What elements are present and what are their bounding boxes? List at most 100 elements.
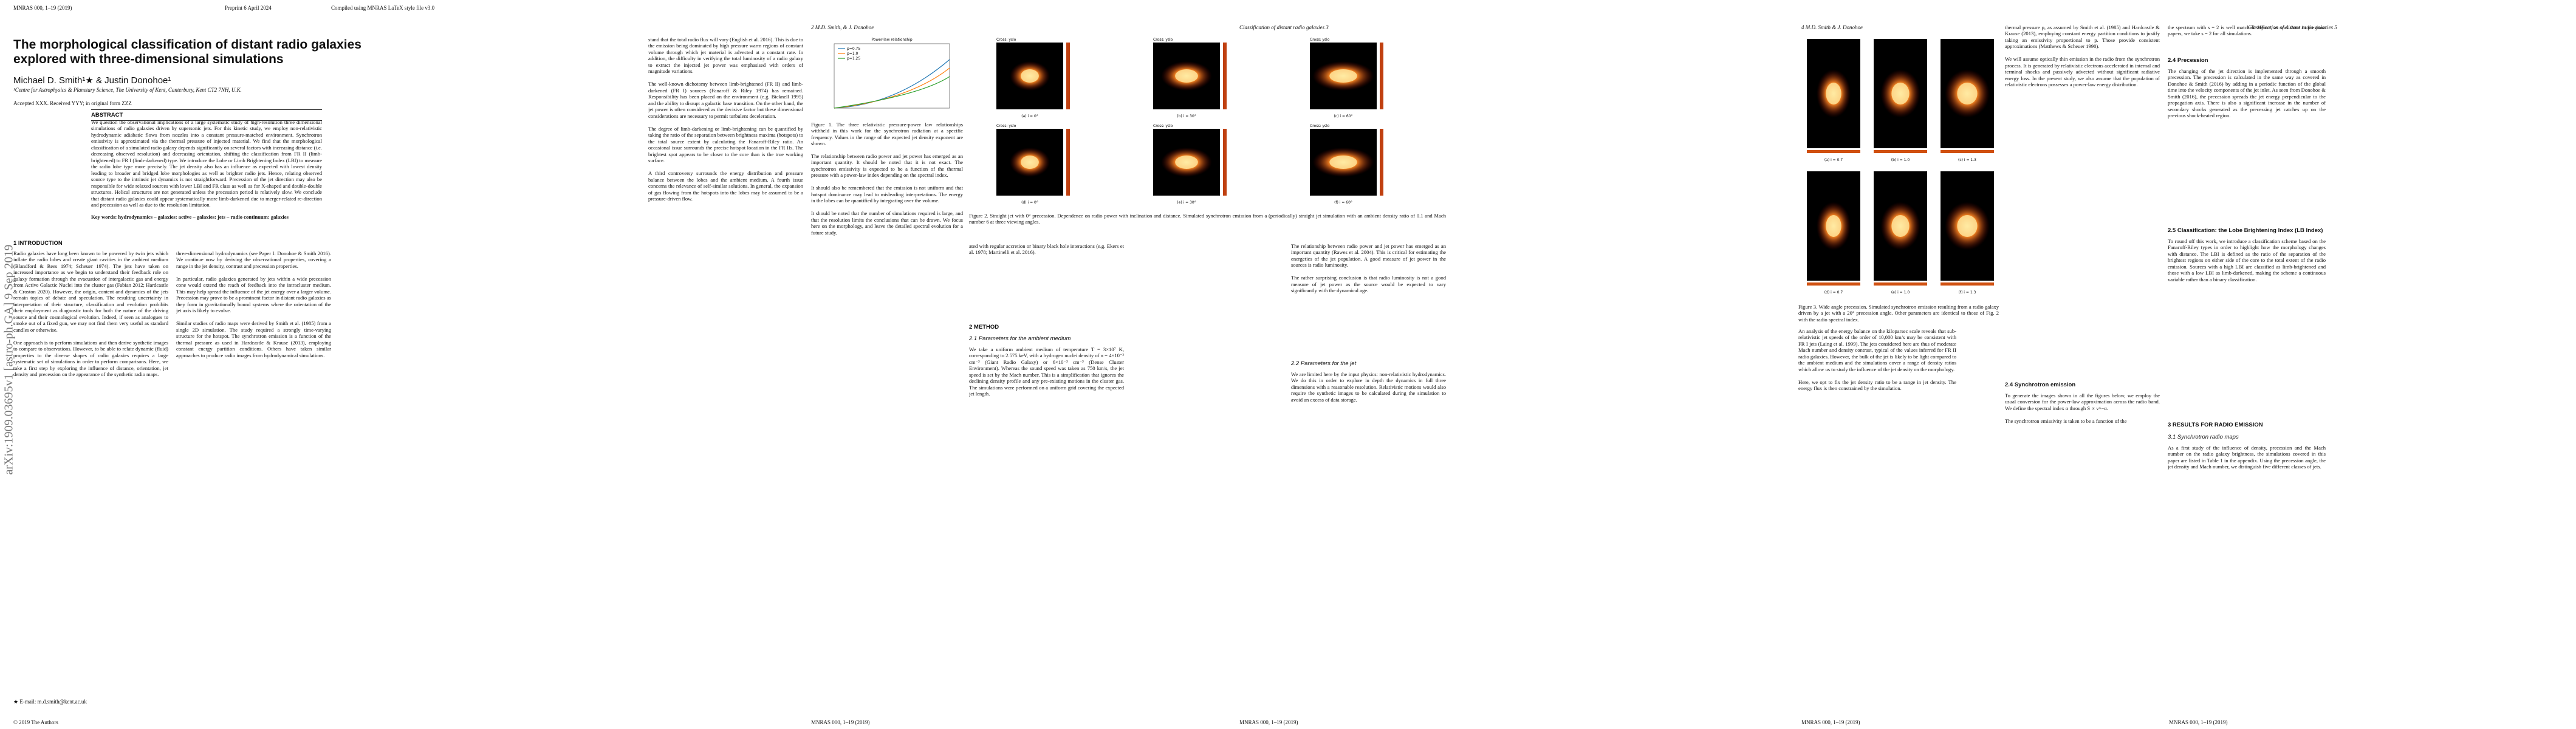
body-text: We take a uniform ambient medium of temp… [969,346,1124,397]
page-footer: MNRAS 000, 1–19 (2019) [811,719,870,725]
panel-label: (f) i = 60° [1334,200,1352,205]
colorbar [1223,43,1227,109]
body-text: three-dimensional hydrodynamics (see Pap… [176,250,331,358]
running-header: 2 M.D. Smith, & J. Donohoe [811,24,874,30]
emission-core [1175,69,1198,83]
authors: Michael D. Smith¹★ & Justin Donohoe¹ [13,75,171,86]
panel-label: (d) i = 0.7 [1824,290,1843,295]
subsection-heading: 2.4 Precession [2168,57,2208,64]
body-text: The changing of the jet direction is imp… [2168,68,2326,119]
sim-panel: Cross: yslo (d) i = 0° [996,124,1070,205]
legend-label: p=0.75 [847,47,860,51]
paper-title: The morphological classification of dist… [13,38,361,67]
body-text: Radio galaxies have long been known to b… [13,250,168,378]
panel-label: (c) i = 60° [1334,114,1352,118]
legend-label: p=1.0 [847,52,858,56]
section-heading: 3 RESULTS FOR RADIO EMISSION [2168,422,2263,428]
abstract: We question the observational implicatio… [91,119,322,208]
sim-panel: (b) i = 1.0 [1874,39,1927,162]
panel-label: (b) i = 1.0 [1891,158,1910,162]
sim-panel: Cross: yslo (a) i = 0° [996,38,1070,118]
subsection-heading: 2.2 Parameters for the jet [1291,360,1357,367]
panel-title: Cross: yslo [1310,38,1330,42]
curve [834,59,950,109]
colorbar [1380,43,1383,109]
running-header: MNRAS 000, 1–19 (2019) [13,5,72,11]
panel-label: (c) i = 1.3 [1958,158,1976,162]
footnote: ★ E-mail: m.d.smith@kent.ac.uk [13,699,87,705]
sim-panel: Cross: yslo (e) i = 30° [1153,124,1227,205]
colorbar [1874,282,1927,286]
keywords: Key words: hydrodynamics – galaxies: act… [91,214,289,220]
copyright: © 2019 The Authors [13,719,58,725]
emission-core [1021,156,1039,169]
emission-core [1329,69,1357,83]
running-header: Compiled using MNRAS LaTeX style file v3… [331,5,435,11]
panel-label: (b) i = 30° [1177,114,1196,118]
panel-title: Cross: yslo [1153,38,1173,42]
sim-panel: (a) i = 0.7 [1807,39,1860,162]
panel-label: (a) i = 0.7 [1824,158,1843,162]
accepted-line: Accepted XXX. Received YYY; in original … [13,100,132,106]
emission-core [1826,215,1841,237]
abstract-heading: ABSTRACT [91,109,322,121]
sim-panel: (f) i = 1.3 [1941,171,1994,295]
panel-label: (d) i = 0° [1021,200,1038,205]
panel-label: (e) i = 1.0 [1891,290,1910,295]
body-text: stand that the total radio flux will var… [648,36,803,202]
subsection-heading: 2.1 Parameters for the ambient medium [969,335,1071,342]
colorbar [1223,129,1227,196]
page-footer: MNRAS 000, 1–19 (2019) [1801,719,1860,725]
curve [834,67,950,109]
body-text: the spectrum with s = 2 is well matched.… [2168,24,2326,37]
sim-panel: (d) i = 0.7 [1807,171,1860,295]
sim-panel: (e) i = 1.0 [1874,171,1927,295]
running-header: Classification of distant radio galaxies… [2248,24,2337,30]
colorbar [1066,129,1070,196]
colorbar [1807,282,1860,286]
panel-label: (f) i = 1.3 [1959,290,1976,295]
emission-core [1891,83,1910,104]
body-text: An analysis of the energy balance on the… [1798,328,1956,392]
body-text: To generate the images shown in all the … [2005,392,2160,424]
colorbar [1941,150,1994,153]
sim-panel: (c) i = 1.3 [1941,39,1994,162]
body-text: As a first study of the influence of den… [2168,445,2326,470]
body-text: We are limited here by the input physics… [1291,371,1446,403]
curve [834,76,950,109]
emission-core [1957,83,1978,104]
affiliation: ¹Centre for Astrophysics & Planetary Sci… [13,87,242,93]
subsection-heading: 2.4 Synchrotron emission [2005,382,2076,388]
figure-caption: Figure 1. The three relativistic pressur… [811,122,963,147]
panel-label: (a) i = 0° [1021,114,1038,118]
section-heading: 2 METHOD [969,324,999,330]
running-header: Classification of distant radio galaxies… [1239,24,1329,30]
figure-1: Power-law relationship p=0.75p=1.0p=1.25 [834,38,950,109]
emission-core [1891,215,1910,237]
subsection-heading: 3.1 Synchrotron radio maps [2168,434,2239,440]
colorbar [1066,43,1070,109]
panel-label: (e) i = 30° [1177,200,1196,205]
colorbar [1807,150,1860,153]
section-heading: 1 INTRODUCTION [13,240,63,247]
running-header: 4 M.D. Smith & J. Donohoe [1801,24,1863,30]
emission-core [1021,69,1039,83]
panel-title: Cross: yslo [1153,124,1173,128]
emission-core [1957,215,1978,237]
subsection-heading: 2.5 Classification: the Lobe Brightening… [2168,227,2323,234]
sim-panel: Cross: yslo (b) i = 30° [1153,38,1227,118]
colorbar [1874,150,1927,153]
body-text: The relationship between radio power and… [811,153,963,236]
emission-core [1826,83,1841,104]
colorbar [1941,282,1994,286]
figure-caption: Figure 2. Straight jet with 0° precessio… [969,213,1446,225]
body-text: To round off this work, we introduce a c… [2168,238,2326,282]
body-text: thermal pressure p, as assumed by Smith … [2005,24,2160,88]
page-footer: MNRAS 000, 1–19 (2019) [2169,719,2228,725]
figure-title: Power-law relationship [871,38,913,42]
emission-core [1329,156,1357,169]
panel-title: Cross: yslo [996,38,1016,42]
running-header: Preprint 6 April 2024 [225,5,272,11]
figure-caption: Figure 3. Wide angle precession. Simulat… [1798,304,1999,323]
